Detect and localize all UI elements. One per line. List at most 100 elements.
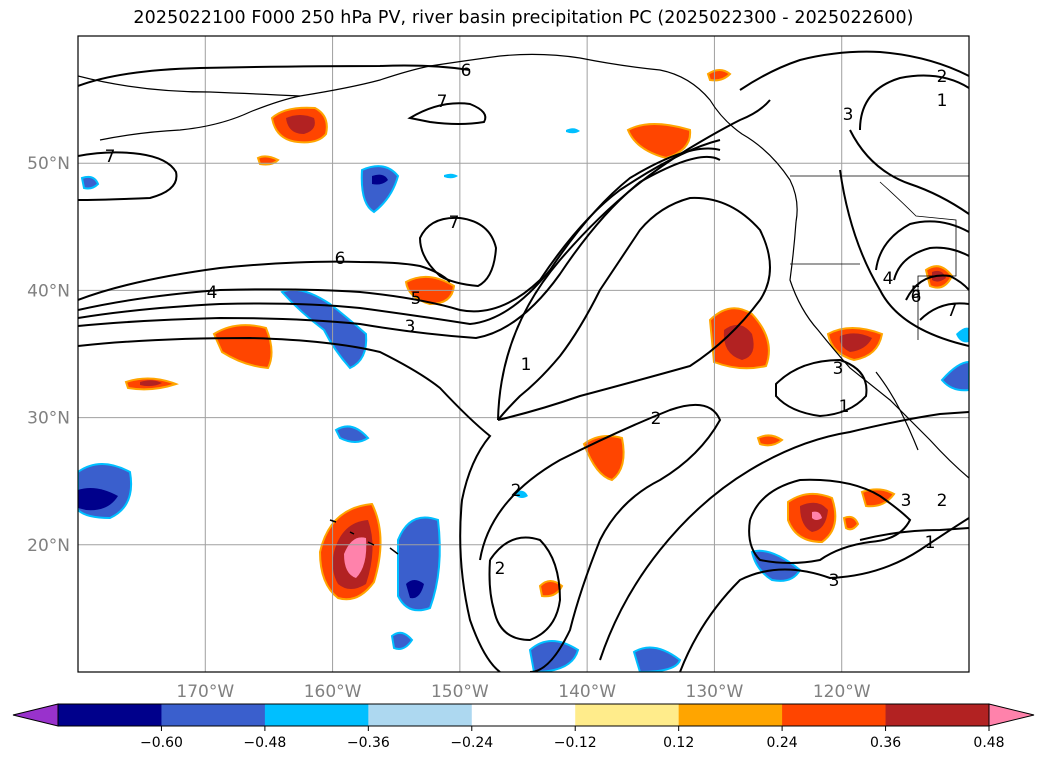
negative-anomaly-patch [632,646,682,672]
contour-label: 7 [947,301,958,321]
pv-contour [739,50,969,91]
colorbar-tick-label: −0.36 [347,735,390,751]
negative-anomaly-core [372,174,388,185]
contour-label: 2 [495,559,506,579]
pv-contour [875,220,969,271]
colorbar-segment [471,704,576,726]
colorbar-tick-label: −0.12 [554,735,597,751]
chart-title: 2025022100 F000 250 hPa PV, river basin … [133,8,914,28]
contour-label: 3 [405,317,416,337]
colorbar-tick-label: 0.36 [870,735,901,751]
longitude-tick-labels: 170°W 160°W 150°W 140°W 130°W 120°W [176,682,870,702]
negative-anomaly-patch [956,327,969,343]
coastlines [78,53,969,555]
pv-contour [78,151,178,201]
lon-tick-label: 120°W [813,682,871,702]
national-borders [790,175,969,340]
pv-contour [78,139,721,313]
colorbar-tick-label: −0.48 [243,735,286,751]
positive-anomaly-core [140,380,162,387]
positive-anomaly-patch [860,488,896,508]
negative-anomaly-patch [80,175,100,190]
contour-label: 5 [911,283,922,303]
lat-tick-label: 50°N [27,154,70,174]
negative-anomaly-patch [750,549,802,582]
hawaii-islands [329,519,399,555]
aleutian-islands [99,95,301,141]
colorbar-frame [57,703,990,727]
positive-anomaly-patch [256,155,280,166]
contour-label: 7 [105,147,116,167]
colorbar-tick-label: 0.12 [663,735,694,751]
positive-anomaly-patch [582,435,625,482]
contour-label: 1 [839,397,850,417]
pv-contour [905,274,969,301]
colorbar-segment [264,704,369,726]
pv-contour [479,403,722,672]
positive-anomaly-core [812,511,822,520]
pv-contour [407,102,487,125]
colorbar-segment [161,704,266,726]
contour-label: 2 [511,481,522,501]
pv-contour [599,411,969,661]
colorbar-extend-max [988,703,1035,727]
positive-anomaly-patch [756,434,784,447]
pv-contour [775,358,868,418]
map-frame [77,35,970,673]
colorbar-tick-label: 0.48 [973,735,1004,751]
contour-label: 1 [521,355,532,375]
colorbar-tick-label: −0.24 [450,735,493,751]
contour-label: 6 [335,249,346,269]
precip-anomaly-patches [78,69,969,672]
colorbar-segment [678,704,783,726]
positive-anomaly-core [286,115,315,134]
latitude-tick-labels: 50°N 40°N 30°N 20°N [27,154,70,556]
contour-label: 6 [911,287,922,307]
negative-anomaly-patch [566,128,580,134]
negative-anomaly-patch [360,165,400,214]
colorbar: −0.60 −0.48 −0.36 −0.24 −0.12 0.12 0.24 0.36 0.4… [12,703,1035,751]
contour-label: 3 [833,359,844,379]
contour-label: 4 [207,283,218,303]
negative-anomaly-patch [940,360,969,392]
contour-label: 1 [937,91,948,111]
contour-label: 3 [829,571,840,591]
lat-tick-label: 40°N [27,281,70,301]
alaska-coastline [78,53,798,223]
negative-anomaly-patch [390,631,414,650]
negative-anomaly-patch [444,173,458,179]
positive-anomaly-core [344,537,367,578]
contour-label: 6 [461,61,472,81]
colorbar-segment [575,704,680,726]
pv-contour [497,196,771,421]
colorbar-segment [368,704,473,726]
positive-anomaly-core [839,333,872,352]
negative-anomaly-patch [397,516,441,612]
pv-contours [78,50,969,672]
colorbar-extend-min [12,703,59,727]
pv-contour [859,527,969,541]
pv-contour [839,169,969,347]
pv-contour [893,246,969,281]
pv-contour [748,478,912,564]
lon-tick-label: 160°W [304,682,362,702]
colorbar-segment [885,704,990,726]
lat-tick-label: 30°N [27,409,70,429]
pv-contour [497,99,771,421]
contour-label: 4 [883,269,894,289]
positive-anomaly-patch [626,123,692,160]
us-west-coast [789,221,969,479]
contour-label: 2 [937,67,948,87]
lon-tick-label: 170°W [176,682,234,702]
lat-tick-label: 20°N [27,536,70,556]
contour-label: 7 [437,92,448,112]
negative-anomaly-core [406,580,424,599]
pv-contour [919,302,969,321]
positive-anomaly-patch [706,69,732,82]
colorbar-segment [782,704,887,726]
lon-tick-label: 140°W [558,682,616,702]
pv-contour-labels: 6777645312231232134567321 [105,61,958,591]
contour-label: 5 [411,289,422,309]
pv-contour [679,517,969,672]
